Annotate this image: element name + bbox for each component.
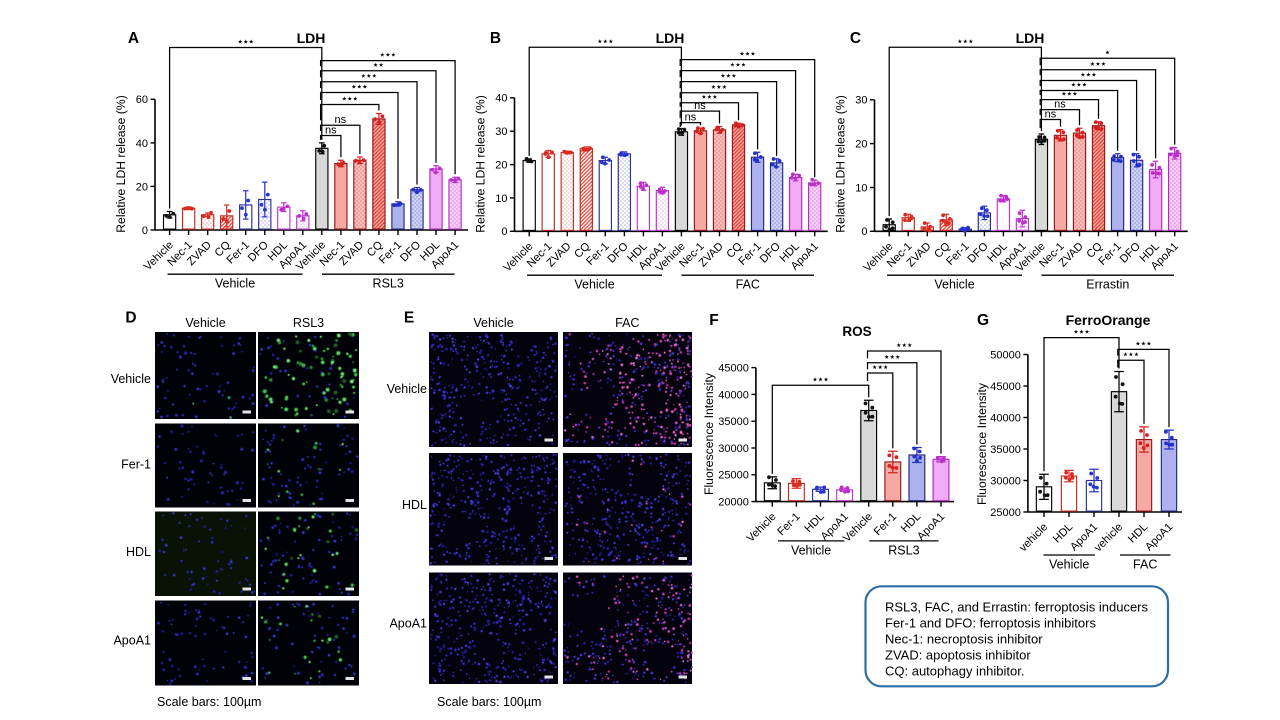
svg-text:Relative LDH release (%): Relative LDH release (%): [114, 95, 128, 233]
svg-text:DFO: DFO: [606, 240, 631, 265]
svg-text:LDH: LDH: [1016, 30, 1045, 46]
svg-text:Fluorescence Intensity: Fluorescence Intensity: [702, 372, 716, 495]
svg-text:F: F: [709, 312, 718, 329]
svg-text:Vehicle: Vehicle: [934, 278, 974, 292]
svg-text:C: C: [850, 30, 861, 47]
svg-text:35000: 35000: [990, 444, 1021, 456]
svg-text:E: E: [404, 310, 414, 327]
svg-text:20: 20: [495, 160, 507, 172]
svg-text:DFO: DFO: [398, 239, 423, 264]
svg-text:10: 10: [495, 193, 507, 205]
svg-text:Vehicle: Vehicle: [185, 316, 225, 330]
svg-text:45000: 45000: [718, 363, 749, 375]
svg-text:ApoA1: ApoA1: [113, 634, 151, 648]
svg-text:RSL3: RSL3: [293, 316, 324, 330]
svg-text:30000: 30000: [718, 443, 749, 455]
svg-text:30: 30: [855, 95, 867, 107]
svg-text:0: 0: [861, 226, 867, 238]
svg-text:45000: 45000: [990, 381, 1021, 393]
svg-text:FerroOrange: FerroOrange: [1066, 312, 1151, 328]
svg-text:Vehicle: Vehicle: [1049, 558, 1089, 572]
svg-text:vehicle: vehicle: [1017, 521, 1050, 554]
svg-text:40000: 40000: [718, 389, 749, 401]
svg-text:DFO: DFO: [758, 240, 783, 265]
svg-text:35000: 35000: [718, 416, 749, 428]
svg-text:D: D: [125, 310, 136, 327]
svg-text:ns: ns: [1045, 109, 1057, 121]
svg-text:ns: ns: [334, 114, 346, 126]
svg-text:Fer-1: Fer-1: [121, 458, 151, 472]
svg-text:40: 40: [136, 138, 148, 150]
svg-text:RSL3: RSL3: [373, 277, 404, 291]
svg-text:Errastin: Errastin: [1086, 278, 1129, 292]
svg-text:20: 20: [136, 181, 148, 193]
svg-text:25000: 25000: [990, 507, 1021, 519]
svg-text:Vehicle: Vehicle: [111, 372, 151, 386]
svg-text:Vehicle: Vehicle: [473, 316, 513, 330]
svg-text:Vehicle: Vehicle: [574, 278, 614, 292]
svg-text:Scale bars: 100µm: Scale bars: 100µm: [157, 695, 261, 709]
svg-text:ns: ns: [685, 112, 697, 124]
svg-text:ApoA1: ApoA1: [1143, 521, 1175, 553]
svg-text:LDH: LDH: [297, 30, 326, 46]
svg-text:LDH: LDH: [656, 30, 685, 46]
svg-text:DFO: DFO: [246, 239, 271, 264]
svg-text:Fer-1: Fer-1: [775, 511, 802, 538]
svg-text:60: 60: [136, 94, 148, 106]
svg-text:40000: 40000: [990, 412, 1021, 424]
svg-text:DFO: DFO: [966, 240, 991, 265]
svg-text:DFO: DFO: [1118, 240, 1143, 265]
svg-text:A: A: [128, 30, 139, 47]
svg-text:FAC: FAC: [615, 316, 639, 330]
svg-text:B: B: [490, 30, 501, 47]
svg-text:30000: 30000: [990, 475, 1021, 487]
svg-text:HDL: HDL: [126, 545, 151, 559]
svg-text:25000: 25000: [718, 470, 749, 482]
svg-text:Fluorescence Intensity: Fluorescence Intensity: [975, 382, 989, 505]
svg-text:20000: 20000: [718, 497, 749, 509]
svg-text:40: 40: [495, 93, 507, 105]
svg-text:Fer-1: Fer-1: [872, 511, 899, 538]
svg-text:ns: ns: [1054, 99, 1066, 111]
svg-text:ROS: ROS: [842, 324, 871, 339]
svg-text:Relative LDH release (%): Relative LDH release (%): [474, 95, 488, 233]
svg-text:50000: 50000: [990, 349, 1021, 361]
svg-text:vehicle: vehicle: [1092, 521, 1125, 554]
svg-text:10: 10: [855, 182, 867, 194]
svg-text:RSL3: RSL3: [888, 543, 919, 557]
svg-text:ns: ns: [694, 100, 706, 112]
svg-text:30: 30: [495, 126, 507, 138]
svg-text:Relative LDH release (%): Relative LDH release (%): [834, 95, 848, 233]
svg-text:FAC: FAC: [1133, 558, 1157, 572]
svg-text:ns: ns: [325, 125, 337, 137]
svg-text:0: 0: [501, 226, 507, 238]
svg-text:ApoA1: ApoA1: [915, 511, 947, 543]
svg-text:G: G: [977, 312, 989, 329]
svg-text:Vehicle: Vehicle: [791, 543, 831, 557]
svg-text:Vehicle: Vehicle: [215, 277, 255, 291]
svg-text:20: 20: [855, 139, 867, 151]
svg-text:0: 0: [142, 225, 148, 237]
svg-text:FAC: FAC: [736, 278, 760, 292]
svg-text:Vehicle: Vehicle: [745, 511, 779, 545]
